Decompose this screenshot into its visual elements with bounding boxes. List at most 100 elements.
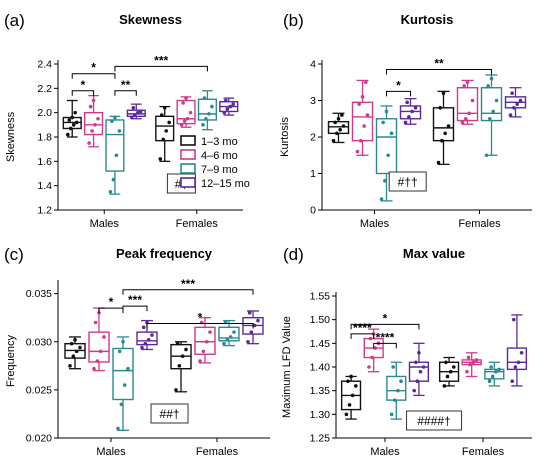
- box-males-1: [83, 94, 104, 148]
- data-point: [117, 129, 122, 133]
- stat-label: #††: [398, 175, 418, 189]
- data-point: [71, 354, 76, 358]
- data-point: [381, 120, 385, 125]
- legend-label: 12–15 mo: [201, 178, 250, 190]
- y-tick-label: 1.45: [310, 338, 331, 350]
- data-point: [74, 349, 79, 354]
- data-point: [179, 123, 184, 127]
- data-point: [246, 339, 250, 344]
- data-point: [90, 129, 94, 133]
- data-point: [117, 349, 122, 354]
- data-point: [443, 131, 447, 136]
- bracket-line: [146, 322, 254, 329]
- box-females-0: [155, 105, 175, 162]
- data-point: [256, 318, 260, 323]
- box-females-2: [197, 90, 218, 131]
- iqr-box: [155, 115, 175, 142]
- data-point: [438, 106, 442, 110]
- y-tick-label: 3: [310, 95, 316, 107]
- data-point: [231, 102, 236, 106]
- data-point: [247, 311, 252, 315]
- data-point: [418, 369, 423, 374]
- box-males-3: [136, 319, 158, 351]
- data-point: [391, 365, 395, 369]
- significance-bracket: *: [98, 295, 124, 314]
- data-point: [384, 109, 389, 114]
- iqr-box: [105, 119, 125, 172]
- x-category-label: Males: [90, 218, 120, 230]
- significance-bracket: ***: [122, 293, 148, 312]
- data-point: [91, 98, 96, 103]
- y-axis-title: Skewness: [5, 111, 17, 162]
- y-tick-label: 1.55: [310, 291, 331, 303]
- box-males-2: [112, 336, 134, 431]
- data-point: [494, 369, 498, 374]
- iqr-box: [218, 326, 240, 342]
- data-point: [444, 360, 448, 365]
- data-point: [228, 104, 233, 109]
- bracket-line: [71, 90, 95, 96]
- data-point: [412, 388, 417, 393]
- y-tick-label: 1.6: [37, 156, 52, 168]
- data-point: [350, 393, 355, 398]
- data-point: [436, 160, 441, 165]
- box-females-0: [170, 341, 192, 393]
- data-point: [360, 95, 365, 99]
- data-point: [225, 338, 230, 342]
- data-point: [232, 330, 236, 334]
- stat-label: ##†: [160, 407, 180, 421]
- box-females-1: [176, 96, 196, 128]
- data-point: [486, 84, 490, 88]
- data-point: [403, 120, 408, 125]
- data-point: [359, 138, 363, 143]
- data-point: [68, 364, 72, 368]
- data-point: [158, 157, 163, 161]
- panel-title: Skewness: [119, 12, 182, 27]
- data-point: [341, 124, 346, 128]
- iqr-box: [327, 120, 350, 135]
- data-point: [413, 360, 418, 365]
- data-point: [353, 384, 358, 388]
- bracket-line: [122, 289, 254, 295]
- data-point: [399, 379, 403, 384]
- panel-title: Peak frequency: [116, 246, 213, 261]
- data-point: [467, 111, 471, 116]
- data-point: [441, 91, 446, 95]
- y-tick-label: 1: [310, 168, 316, 180]
- data-point: [180, 354, 185, 358]
- panel-label: (c): [4, 245, 24, 264]
- significance-label: **: [121, 78, 131, 92]
- box-males-2: [386, 361, 407, 420]
- box-females-1: [456, 79, 479, 125]
- data-point: [222, 341, 226, 346]
- data-point: [225, 107, 230, 111]
- data-point: [71, 123, 76, 127]
- data-point: [405, 100, 409, 105]
- data-point: [488, 116, 492, 121]
- data-point: [445, 374, 450, 379]
- legend: 1–3 mo 4–6 mo 7–9 mo 12–15 mo: [180, 135, 250, 190]
- y-tick-label: 1.2: [37, 205, 52, 217]
- data-point: [98, 349, 103, 354]
- panel-label: (d): [283, 245, 304, 264]
- legend-swatch: [180, 163, 196, 174]
- significance-label: *: [396, 78, 401, 92]
- iqr-box: [432, 107, 455, 142]
- significance-bracket: *: [350, 311, 420, 330]
- data-point: [249, 330, 254, 334]
- data-point: [470, 98, 475, 103]
- y-axis-title: Maximum LFD Value: [281, 316, 293, 418]
- data-point: [164, 129, 169, 133]
- data-point: [96, 116, 100, 121]
- data-point: [421, 365, 426, 369]
- data-point: [182, 119, 187, 123]
- data-point: [440, 138, 444, 143]
- iqr-box: [88, 331, 110, 363]
- box-females-2: [484, 361, 505, 387]
- data-point: [442, 384, 447, 388]
- data-point: [167, 120, 171, 125]
- data-point: [87, 141, 91, 145]
- data-point: [510, 379, 515, 384]
